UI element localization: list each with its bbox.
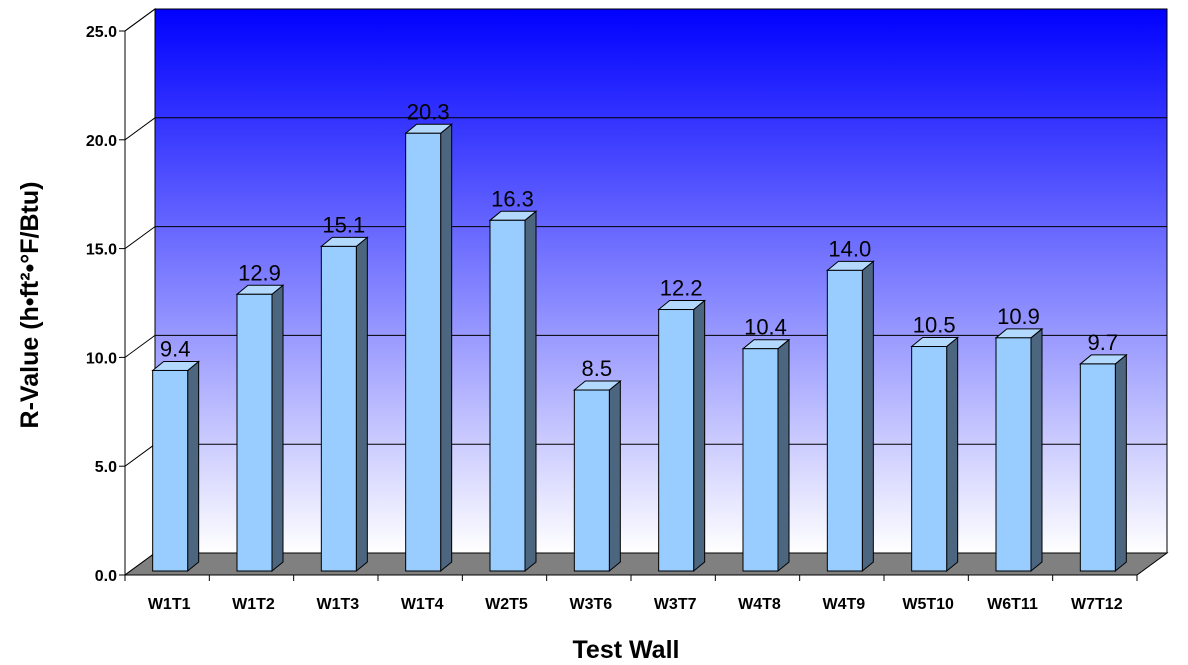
data-label: 10.5	[913, 313, 956, 338]
bar	[994, 327, 1044, 573]
y-tick-label: 0.0	[95, 568, 117, 585]
plot-side-wall	[124, 8, 156, 576]
bar-side	[693, 299, 706, 573]
data-label: 10.9	[997, 304, 1040, 329]
bar-front	[911, 346, 948, 572]
bar	[488, 210, 538, 573]
data-label: 12.2	[660, 276, 703, 301]
bar-side	[271, 284, 284, 573]
x-tick-label: W1T1	[148, 596, 191, 613]
bar	[235, 284, 285, 573]
bar-side	[355, 236, 368, 573]
bar-side	[187, 360, 200, 573]
bar-side	[946, 336, 959, 573]
x-tick-label: W1T3	[316, 596, 359, 613]
x-tick-label: W2T5	[485, 596, 528, 613]
bar-front	[573, 389, 610, 572]
x-tick-label: W4T9	[822, 596, 865, 613]
data-label: 20.3	[407, 99, 450, 124]
bar-front	[320, 245, 357, 572]
x-tick-label: W7T12	[1071, 596, 1123, 613]
data-label: 9.7	[1088, 330, 1119, 355]
bar-front	[995, 337, 1032, 572]
bar-front	[742, 348, 779, 572]
x-tick-label: W1T4	[401, 596, 444, 613]
x-tick-label: W1T2	[232, 596, 275, 613]
y-tick-label: 25.0	[86, 24, 117, 41]
bar	[1078, 353, 1128, 573]
y-tick-label: 5.0	[95, 459, 117, 476]
y-tick-label: 20.0	[86, 133, 117, 150]
data-label: 8.5	[582, 356, 613, 381]
bar	[910, 336, 960, 573]
gridline-diagonal	[124, 226, 156, 250]
x-tick-label: W6T11	[987, 596, 1038, 613]
data-label: 10.4	[744, 315, 787, 340]
y-axis-title: R-Value (h•ft²•°F/Btu)	[16, 182, 44, 429]
bar	[825, 260, 875, 573]
x-tick-label: W3T6	[569, 596, 612, 613]
data-label: 15.1	[322, 212, 365, 237]
bar	[572, 379, 622, 573]
bar-side	[524, 210, 537, 573]
x-tick-label: W3T7	[654, 596, 697, 613]
gridline-diagonal	[124, 443, 156, 467]
bar-side	[440, 123, 453, 573]
x-tick-label: W4T8	[738, 596, 781, 613]
y-tick-label: 10.0	[86, 350, 117, 367]
gridline-diagonal	[124, 8, 156, 32]
bar	[151, 360, 201, 573]
data-label: 9.4	[160, 336, 191, 361]
bar-front	[826, 269, 863, 572]
bar	[319, 236, 369, 573]
bar-side	[1030, 327, 1043, 573]
x-axis-title: Test Wall	[573, 636, 680, 664]
gridline-diagonal	[124, 117, 156, 141]
bar	[741, 338, 791, 573]
bar-front	[1079, 363, 1116, 572]
bar-front	[658, 309, 695, 572]
bar-side	[1114, 353, 1127, 573]
bar-front	[489, 219, 526, 572]
x-tick-label: W5T10	[902, 596, 954, 613]
bar	[657, 299, 707, 573]
bar-side	[777, 338, 790, 573]
y-tick-label: 15.0	[86, 242, 117, 259]
gridline-diagonal	[124, 334, 156, 358]
data-label: 16.3	[491, 186, 534, 211]
data-label: 12.9	[238, 260, 281, 285]
bar-front	[405, 132, 442, 572]
bar-side	[861, 260, 874, 573]
data-label: 14.0	[828, 236, 871, 261]
bar-front	[236, 293, 273, 572]
bar-side	[608, 379, 621, 573]
bar	[404, 123, 454, 573]
bar-front	[152, 369, 189, 572]
